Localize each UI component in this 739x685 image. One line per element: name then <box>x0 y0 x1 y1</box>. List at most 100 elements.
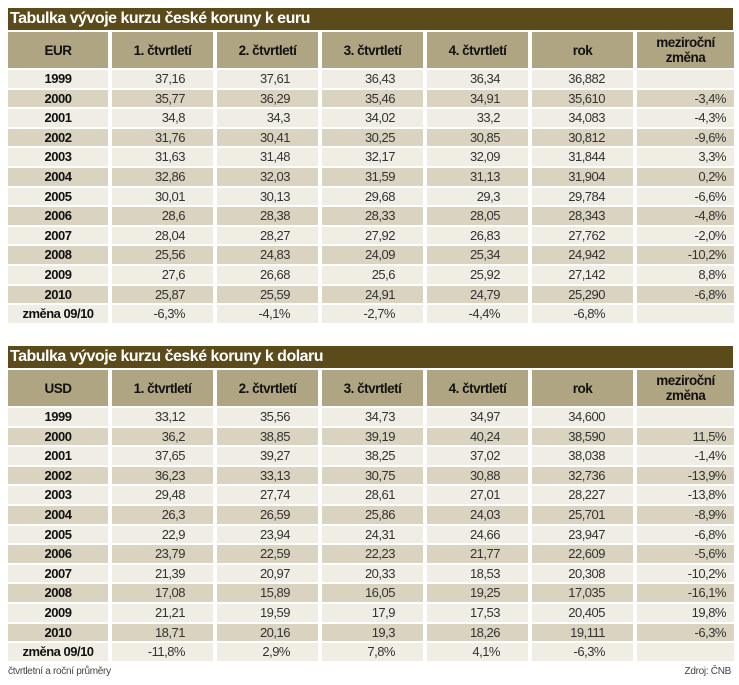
row-label: změna 09/10 <box>8 643 108 661</box>
table-cell: 31,48 <box>217 148 318 166</box>
table-cell: -5,6% <box>637 545 734 563</box>
table-cell: -11,8% <box>112 643 213 661</box>
table-row: 2010 18,71 20,16 19,3 18,26 19,111 -6,3% <box>8 623 734 642</box>
table-cell: 22,59 <box>217 545 318 563</box>
usd-table: Tabulka vývoje kurzu české koruny k dola… <box>8 346 734 663</box>
table-cell: 21,39 <box>112 564 213 583</box>
table-cell: 18,53 <box>427 564 528 583</box>
table-cell: -16,1% <box>637 584 734 602</box>
table-cell: 31,76 <box>112 128 213 147</box>
table-cell: 22,609 <box>532 545 633 563</box>
table-cell: 39,27 <box>217 447 318 465</box>
table-cell <box>637 305 734 323</box>
table-cell: 28,6 <box>112 207 213 225</box>
row-label: 2004 <box>8 505 108 524</box>
table-cell: 22,23 <box>322 545 423 563</box>
table-cell: 38,590 <box>532 427 633 446</box>
table-cell: 28,33 <box>322 207 423 225</box>
column-header: rok <box>532 370 633 406</box>
table-cell: -8,9% <box>637 505 734 524</box>
table-row: 2001 37,65 39,27 38,25 37,02 38,038 -1,4% <box>8 447 734 465</box>
table-cell: 36,43 <box>322 70 423 88</box>
table-cell: 19,25 <box>427 584 528 602</box>
table-cell: -6,3% <box>637 623 734 642</box>
table-cell: 8,8% <box>637 265 734 284</box>
table-cell: 7,8% <box>322 643 423 661</box>
column-header: 3. čtvrtletí <box>322 370 423 406</box>
row-label: 2000 <box>8 427 108 446</box>
table-cell: 35,46 <box>322 89 423 108</box>
header-row: USD 1. čtvrtletí 2. čtvrtletí 3. čtvrtletí 4… <box>8 370 734 406</box>
column-header: 4. čtvrtletí <box>427 32 528 68</box>
table-cell: 31,59 <box>322 167 423 186</box>
table-cell: 30,13 <box>217 187 318 206</box>
table-cell: 37,02 <box>427 447 528 465</box>
row-label: 2003 <box>8 486 108 504</box>
row-label: 2007 <box>8 564 108 583</box>
table-cell: 34,600 <box>532 408 633 426</box>
table-cell: 36,29 <box>217 89 318 108</box>
table-cell: 32,17 <box>322 148 423 166</box>
table-cell: -2,0% <box>637 226 734 245</box>
table-cell: 25,6 <box>322 265 423 284</box>
row-label: 2009 <box>8 603 108 622</box>
table-cell: -4,3% <box>637 109 734 127</box>
eur-table: Tabulka vývoje kurzu české koruny k euru… <box>8 8 734 325</box>
table-cell: 22,9 <box>112 525 213 544</box>
table-cell: 27,762 <box>532 226 633 245</box>
table-cell: 37,16 <box>112 70 213 88</box>
table-cell: -3,4% <box>637 89 734 108</box>
table-cell: 34,73 <box>322 408 423 426</box>
table-row: změna 09/10 -6,3% -4,1% -2,7% -4,4% -6,8% <box>8 305 734 323</box>
table-row: změna 09/10 -11,8% 2,9% 7,8% 4,1% -6,3% <box>8 643 734 661</box>
table-cell: 32,86 <box>112 167 213 186</box>
table-cell: 25,87 <box>112 285 213 304</box>
table-cell: 18,26 <box>427 623 528 642</box>
table-cell: 33,2 <box>427 109 528 127</box>
table-row: 2003 31,63 31,48 32,17 32,09 31,844 3,3% <box>8 148 734 166</box>
table-cell: 34,02 <box>322 109 423 127</box>
table-cell: 31,13 <box>427 167 528 186</box>
row-label: 2003 <box>8 148 108 166</box>
table-row: 1999 33,12 35,56 34,73 34,97 34,600 <box>8 408 734 426</box>
table-cell: -6,3% <box>532 643 633 661</box>
table-cell: 20,97 <box>217 564 318 583</box>
table-cell: -6,6% <box>637 187 734 206</box>
table-cell: 29,784 <box>532 187 633 206</box>
table-row: 2008 25,56 24,83 24,09 25,34 24,942 -10,2% <box>8 246 734 264</box>
table-cell: 3,3% <box>637 148 734 166</box>
row-label: 2006 <box>8 207 108 225</box>
table-cell: 27,6 <box>112 265 213 284</box>
table-cell: 19,59 <box>217 603 318 622</box>
table-cell: 34,3 <box>217 109 318 127</box>
table-cell: 20,16 <box>217 623 318 642</box>
table-row: 2002 36,23 33,13 30,75 30,88 32,736 -13,9% <box>8 466 734 485</box>
table-cell: 34,8 <box>112 109 213 127</box>
table-cell: 34,083 <box>532 109 633 127</box>
row-label: 2005 <box>8 525 108 544</box>
table-cell <box>637 408 734 426</box>
table-cell: 17,035 <box>532 584 633 602</box>
row-label: 2001 <box>8 447 108 465</box>
table-cell: 24,31 <box>322 525 423 544</box>
table-cell: 28,05 <box>427 207 528 225</box>
table-cell: 26,83 <box>427 226 528 245</box>
table-cell: 15,89 <box>217 584 318 602</box>
column-header: 1. čtvrtletí <box>112 32 213 68</box>
row-label: 2002 <box>8 128 108 147</box>
table-cell: 20,405 <box>532 603 633 622</box>
table-cell: 28,38 <box>217 207 318 225</box>
table-cell: 24,83 <box>217 246 318 264</box>
column-header: meziroční změna <box>637 370 734 406</box>
table-cell: 23,947 <box>532 525 633 544</box>
table-cell: 28,61 <box>322 486 423 504</box>
row-label: 2009 <box>8 265 108 284</box>
table-cell: 36,34 <box>427 70 528 88</box>
table-row: 2006 23,79 22,59 22,23 21,77 22,609 -5,6% <box>8 545 734 563</box>
table-cell: 28,04 <box>112 226 213 245</box>
table-cell: 16,05 <box>322 584 423 602</box>
table-row: 2004 32,86 32,03 31,59 31,13 31,904 0,2% <box>8 167 734 186</box>
table-cell: 33,13 <box>217 466 318 485</box>
table-cell <box>637 70 734 88</box>
table-cell: 37,65 <box>112 447 213 465</box>
